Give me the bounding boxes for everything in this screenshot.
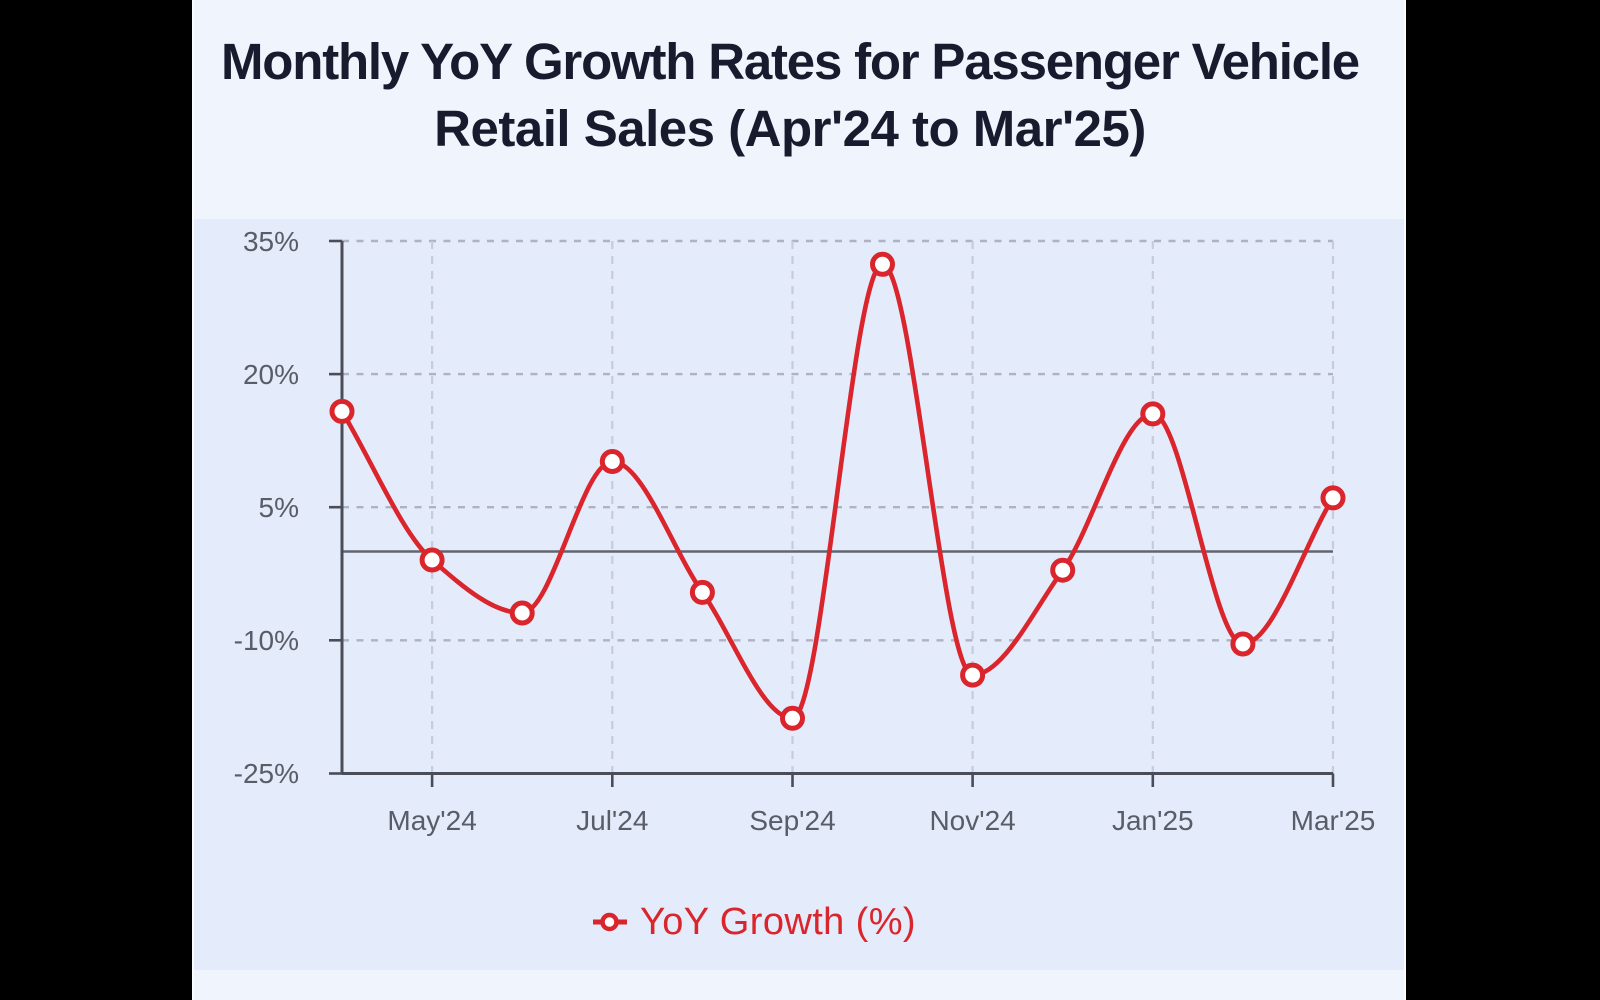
svg-text:Jan'25: Jan'25 (1112, 805, 1194, 836)
svg-text:-25%: -25% (234, 758, 299, 789)
svg-text:Jul'24: Jul'24 (576, 805, 648, 836)
svg-text:20%: 20% (243, 359, 299, 390)
svg-text:Sep'24: Sep'24 (749, 805, 835, 836)
svg-text:-10%: -10% (234, 625, 299, 656)
svg-text:Monthly YoY Growth Rates for P: Monthly YoY Growth Rates for Passenger V… (221, 33, 1359, 90)
svg-text:Retail Sales (Apr'24 to Mar'25: Retail Sales (Apr'24 to Mar'25) (434, 100, 1146, 157)
svg-text:35%: 35% (243, 226, 299, 257)
svg-text:5%: 5% (259, 492, 299, 523)
svg-text:Nov'24: Nov'24 (929, 805, 1015, 836)
svg-text:May'24: May'24 (387, 805, 476, 836)
svg-text:Mar'25: Mar'25 (1291, 805, 1376, 836)
svg-text:YoY Growth (%): YoY Growth (%) (640, 901, 916, 943)
